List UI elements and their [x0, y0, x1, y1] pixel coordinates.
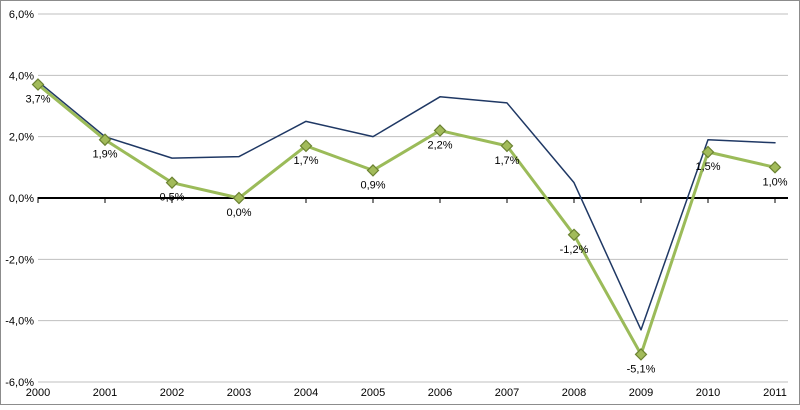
data-point-marker: [500, 139, 514, 153]
data-label: 1,7%: [494, 155, 519, 167]
data-point-marker: [768, 160, 782, 174]
data-point-marker: [165, 176, 179, 190]
data-point-marker: [98, 133, 112, 147]
data-point-marker: [701, 145, 715, 159]
data-point-marker: [31, 78, 45, 91]
data-label: 0,9%: [360, 179, 385, 191]
series-line-upper-unmarked-line: [37, 80, 776, 331]
y-tick-label: -4,0%: [5, 316, 34, 328]
data-label: 1,0%: [762, 176, 787, 188]
x-tick-label: 2009: [629, 387, 653, 399]
x-tick-label: 2011: [763, 387, 787, 399]
data-label: 0,5%: [159, 192, 184, 204]
data-point-marker: [366, 164, 380, 177]
x-tick-label: 2006: [428, 387, 452, 399]
data-label: 1,7%: [293, 155, 318, 167]
y-tick-label: 6,0%: [9, 9, 34, 21]
x-tick-label: 2002: [160, 387, 184, 399]
data-label: 1,5%: [695, 161, 720, 173]
data-label: -5,1%: [627, 363, 656, 375]
x-tick-label: 2007: [495, 387, 519, 399]
data-point-marker: [634, 348, 648, 361]
x-tick-label: 2008: [562, 387, 586, 399]
y-tick-label: 0,0%: [9, 193, 34, 205]
y-tick-label: 2,0%: [9, 132, 34, 144]
x-tick-label: 2005: [361, 387, 385, 399]
data-label: 1,9%: [92, 149, 117, 161]
y-tick-label: 4,0%: [9, 70, 34, 82]
x-tick-label: 2003: [227, 387, 251, 399]
data-label: -1,2%: [560, 244, 589, 256]
data-label: 0,0%: [226, 207, 251, 219]
data-point-marker: [299, 139, 313, 153]
x-tick-label: 2000: [26, 387, 50, 399]
series-line-labeled-marker-line: [36, 83, 777, 356]
x-tick-label: 2010: [696, 387, 720, 399]
x-tick-label: 2001: [93, 387, 117, 399]
data-point-marker: [232, 191, 246, 205]
x-tick-label: 2004: [294, 387, 318, 399]
data-label: 3,7%: [25, 94, 50, 106]
data-label: 2,2%: [427, 140, 452, 152]
y-tick-label: -6,0%: [5, 377, 34, 389]
data-point-marker: [433, 124, 447, 137]
y-tick-label: -2,0%: [5, 254, 34, 266]
data-point-marker: [567, 228, 581, 242]
